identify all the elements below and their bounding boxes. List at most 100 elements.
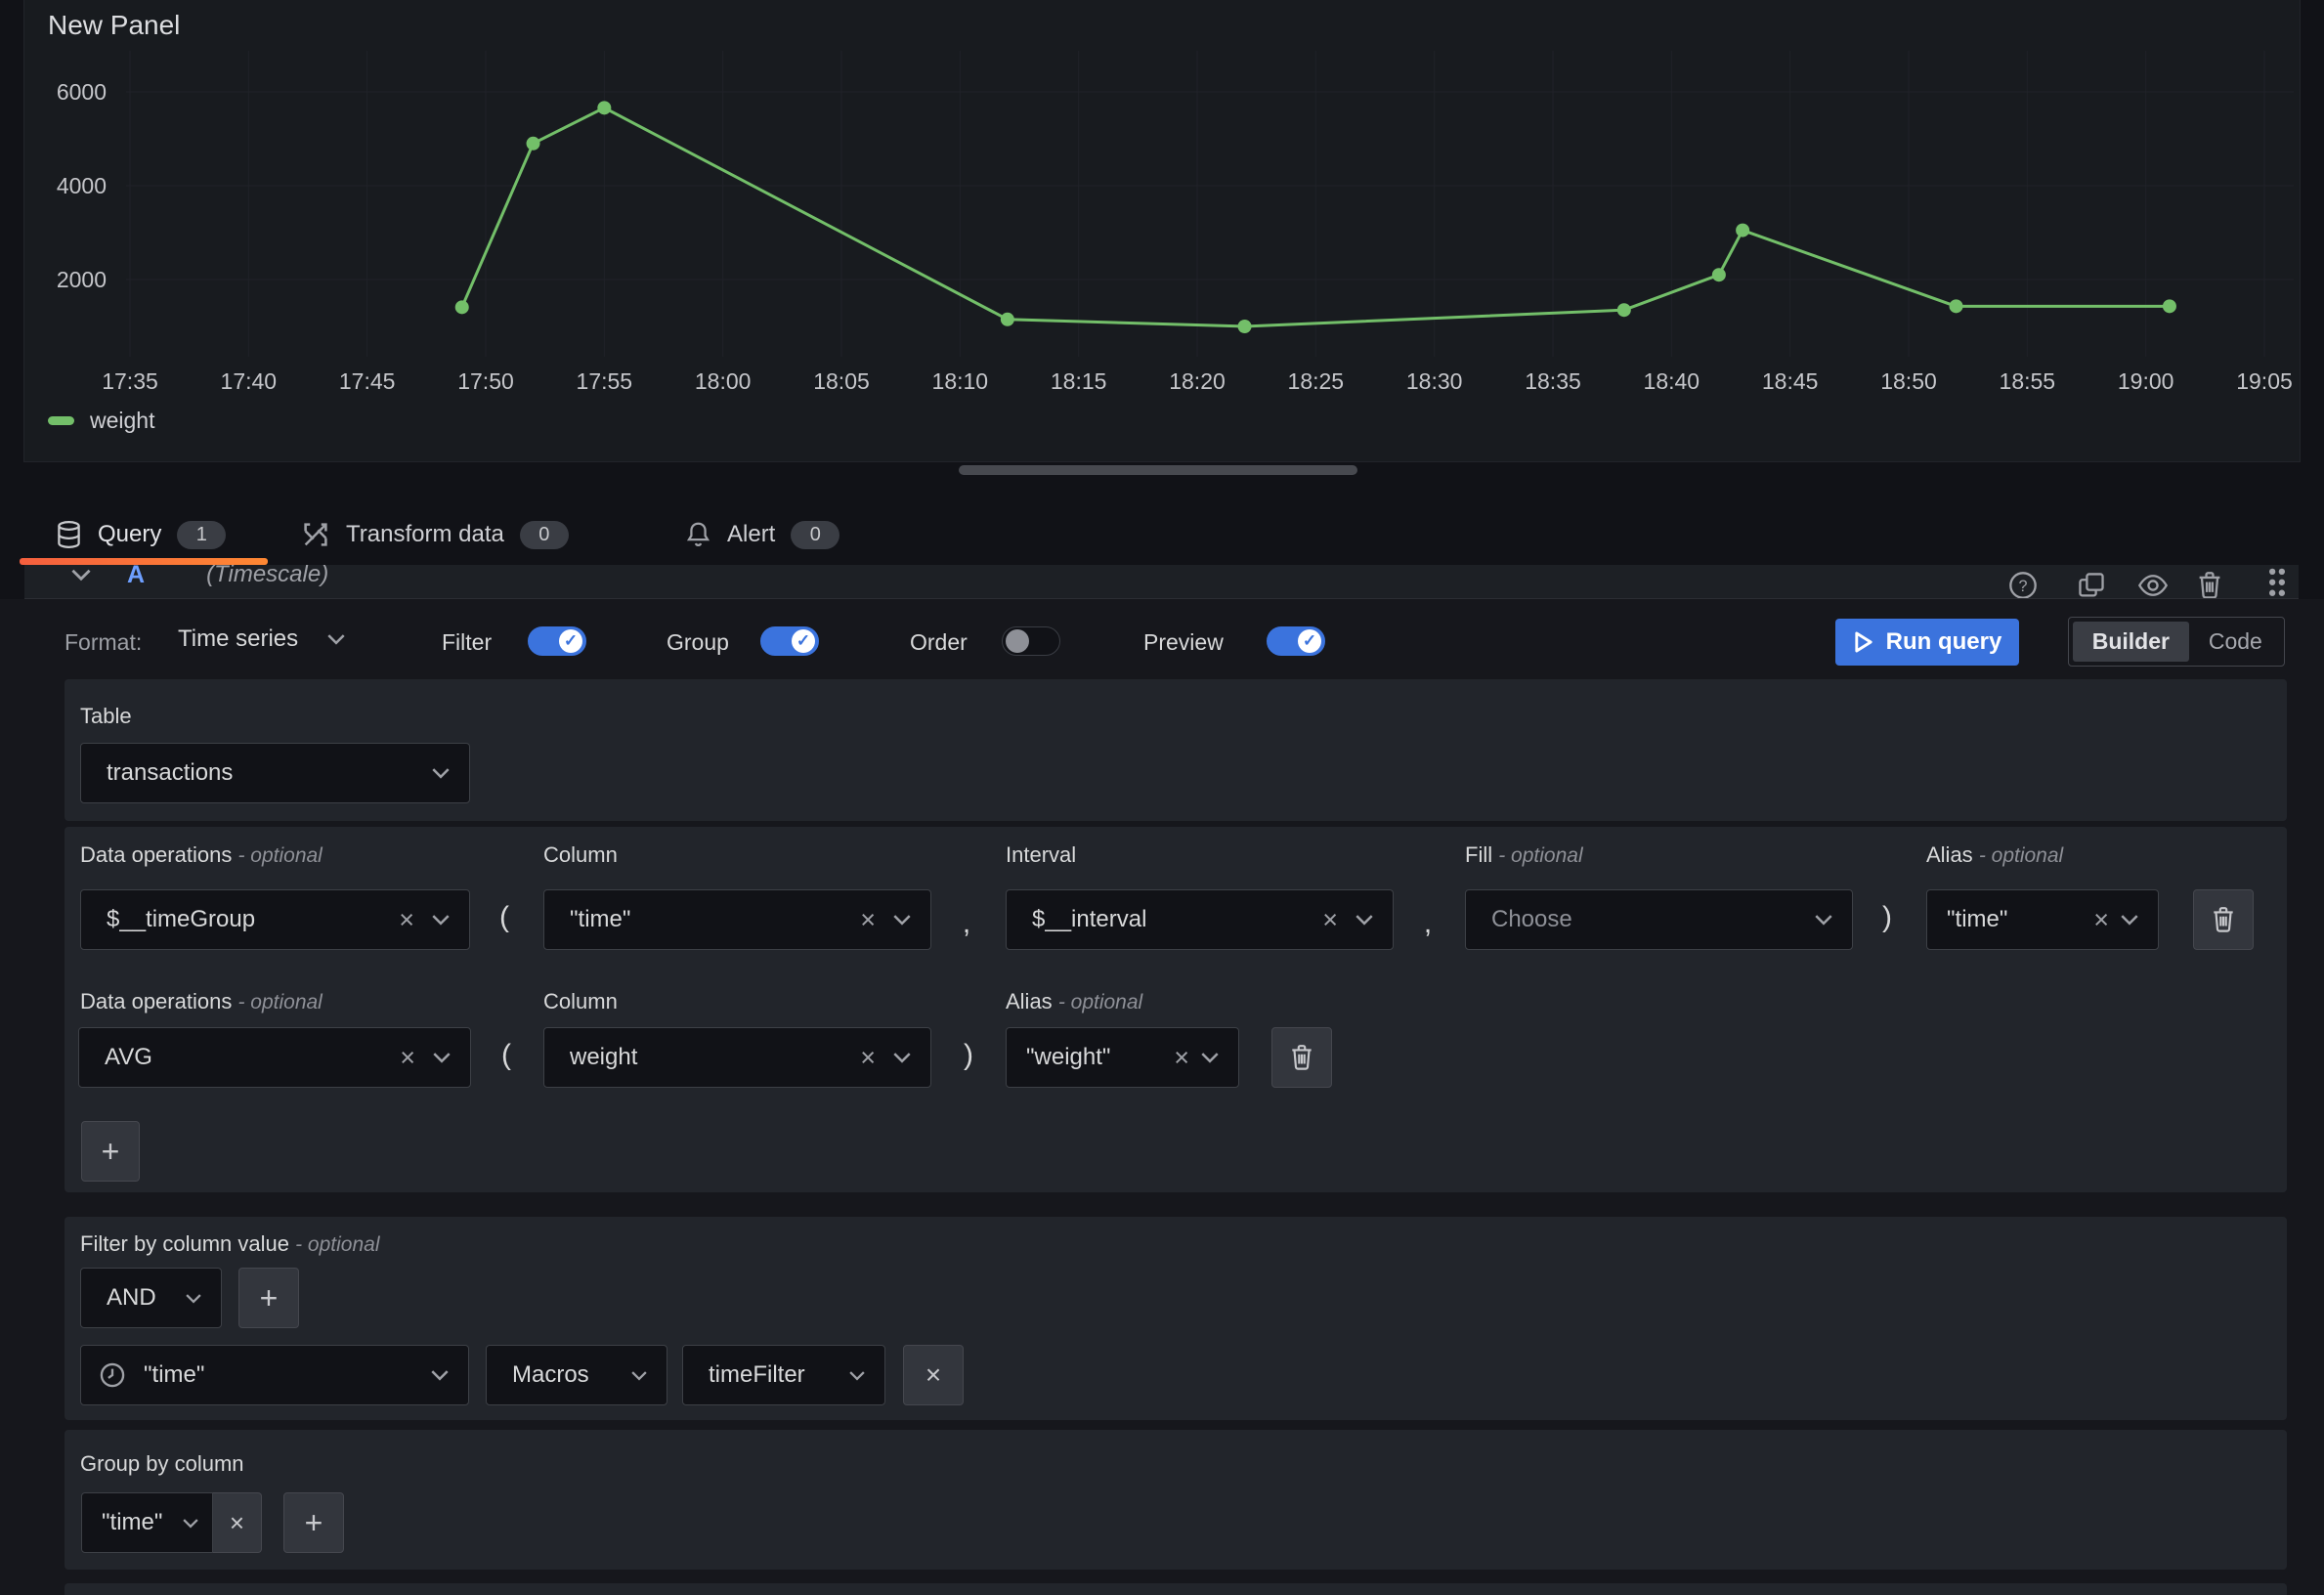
close-paren: ) — [964, 1039, 973, 1071]
comma: , — [962, 907, 971, 939]
alias-label-row2: Alias - optional — [1006, 989, 1143, 1013]
filter-macros-select[interactable]: Macros — [486, 1345, 667, 1405]
filter-section-label: Filter by column value - optional — [80, 1231, 380, 1256]
active-tab-underline — [20, 558, 268, 565]
alias-select-row2[interactable]: "weight" × — [1006, 1027, 1239, 1088]
delete-row-button[interactable] — [2193, 889, 2254, 950]
clear-icon[interactable]: × — [1322, 904, 1338, 934]
open-paren: ( — [499, 901, 509, 933]
close-icon: × — [229, 1507, 245, 1537]
chart-panel: New Panel 17:35 17:40 17:45 17:50 17:55 18:00… — [23, 0, 2301, 462]
clear-icon[interactable]: × — [2093, 904, 2109, 934]
dataop-select-row2[interactable]: AVG × — [78, 1027, 471, 1088]
clear-icon[interactable]: × — [860, 904, 876, 934]
column-select-row1[interactable]: "time" × — [543, 889, 931, 950]
close-paren: ) — [1882, 901, 1892, 933]
chart-legend[interactable]: weight — [48, 408, 154, 434]
tab-query[interactable]: Query 1 — [56, 511, 227, 558]
svg-text:18:20: 18:20 — [1169, 368, 1226, 394]
pane-resize-handle[interactable] — [959, 465, 1357, 475]
filter-column-select[interactable]: "time" — [80, 1345, 469, 1405]
datasource-name: (Timescale) — [206, 565, 329, 587]
svg-text:2000: 2000 — [57, 267, 107, 292]
code-mode-button[interactable]: Code — [2208, 628, 2262, 654]
order-toggle[interactable]: ✓ — [1002, 626, 1060, 656]
svg-text:18:50: 18:50 — [1880, 368, 1937, 394]
chevron-down-icon — [432, 767, 450, 779]
filter-macro-fn-select[interactable]: timeFilter — [682, 1345, 885, 1405]
add-expression-button[interactable]: + — [81, 1121, 140, 1182]
run-query-button[interactable]: Run query — [1835, 619, 2019, 666]
tab-transform-label: Transform data — [346, 521, 504, 547]
clear-icon[interactable]: × — [1174, 1042, 1189, 1072]
groupby-section-label: Group by column — [80, 1451, 244, 1476]
drag-handle-icon[interactable] — [2264, 567, 2290, 598]
transform-icon — [301, 520, 330, 549]
svg-text:4000: 4000 — [57, 173, 107, 198]
clear-icon[interactable]: × — [400, 1042, 415, 1072]
filter-toggle[interactable]: ✓ — [528, 626, 586, 656]
remove-groupby-button[interactable]: × — [213, 1492, 262, 1553]
filter-toggle-label: Filter — [442, 629, 493, 655]
clear-icon[interactable]: × — [399, 904, 414, 934]
dataop-select-row1[interactable]: $__timeGroup × — [80, 889, 470, 950]
chevron-down-icon — [431, 1369, 449, 1381]
chevron-down-icon — [893, 1052, 911, 1063]
order-toggle-label: Order — [910, 629, 968, 655]
alias-select-row1[interactable]: "time" × — [1926, 889, 2159, 950]
svg-text:17:35: 17:35 — [102, 368, 158, 394]
format-select[interactable]: Time series — [178, 625, 345, 653]
tab-query-count: 1 — [177, 520, 227, 549]
svg-text:18:15: 18:15 — [1051, 368, 1107, 394]
svg-text:18:35: 18:35 — [1525, 368, 1581, 394]
fill-label: Fill - optional — [1465, 842, 1583, 867]
tab-query-label: Query — [98, 521, 162, 547]
table-select[interactable]: transactions — [80, 743, 470, 803]
tab-alert-count: 0 — [791, 520, 840, 549]
remove-filter-button[interactable]: × — [903, 1345, 964, 1405]
svg-text:18:30: 18:30 — [1406, 368, 1463, 394]
filter-operator-select[interactable]: AND — [80, 1268, 222, 1328]
builder-mode-button[interactable]: Builder — [2073, 622, 2189, 662]
clear-icon[interactable]: × — [860, 1042, 876, 1072]
play-icon — [1855, 631, 1872, 653]
eye-icon[interactable] — [2137, 571, 2169, 598]
preview-toggle[interactable]: ✓ — [1267, 626, 1325, 656]
interval-select[interactable]: $__interval × — [1006, 889, 1394, 950]
duplicate-icon[interactable] — [2077, 571, 2106, 598]
run-query-label: Run query — [1885, 628, 2002, 655]
trash-icon[interactable] — [2196, 571, 2223, 598]
groupby-column-select[interactable]: "time" — [81, 1492, 213, 1553]
svg-text:6000: 6000 — [57, 79, 107, 105]
next-section-sliver — [65, 1583, 2287, 1595]
svg-text:18:00: 18:00 — [695, 368, 752, 394]
tab-transform-data[interactable]: Transform data 0 — [301, 511, 569, 558]
svg-text:18:25: 18:25 — [1288, 368, 1345, 394]
svg-text:17:55: 17:55 — [577, 368, 633, 394]
delete-row-button[interactable] — [1271, 1027, 1332, 1088]
tab-alert[interactable]: Alert 0 — [685, 511, 840, 558]
group-toggle-label: Group — [667, 629, 729, 655]
help-icon[interactable]: ? — [2008, 571, 2038, 598]
chevron-down-icon — [327, 634, 345, 645]
column-select-row2[interactable]: weight × — [543, 1027, 931, 1088]
svg-text:18:40: 18:40 — [1644, 368, 1700, 394]
chevron-down-icon — [893, 914, 911, 926]
add-groupby-button[interactable]: + — [283, 1492, 344, 1553]
collapse-chevron-icon[interactable] — [71, 568, 91, 582]
fill-select[interactable]: Choose — [1465, 889, 1853, 950]
alias-label-row1: Alias - optional — [1926, 842, 2064, 867]
svg-text:18:10: 18:10 — [932, 368, 989, 394]
svg-text:17:40: 17:40 — [221, 368, 278, 394]
legend-series-label[interactable]: weight — [90, 408, 155, 433]
svg-text:19:00: 19:00 — [2118, 368, 2174, 394]
add-filter-button[interactable]: + — [238, 1268, 299, 1328]
query-editor-header[interactable]: A (Timescale) ? — [24, 565, 2299, 599]
group-toggle[interactable]: ✓ — [760, 626, 819, 656]
chevron-down-icon — [186, 1293, 201, 1304]
time-series-chart[interactable]: 17:35 17:40 17:45 17:50 17:55 18:00 18:05 18:10… — [24, 0, 2302, 462]
table-section-label: Table — [80, 704, 132, 728]
dataop-label-row1: Data operations - optional — [80, 842, 323, 867]
chevron-down-icon — [849, 1370, 865, 1381]
bell-icon — [685, 520, 711, 549]
